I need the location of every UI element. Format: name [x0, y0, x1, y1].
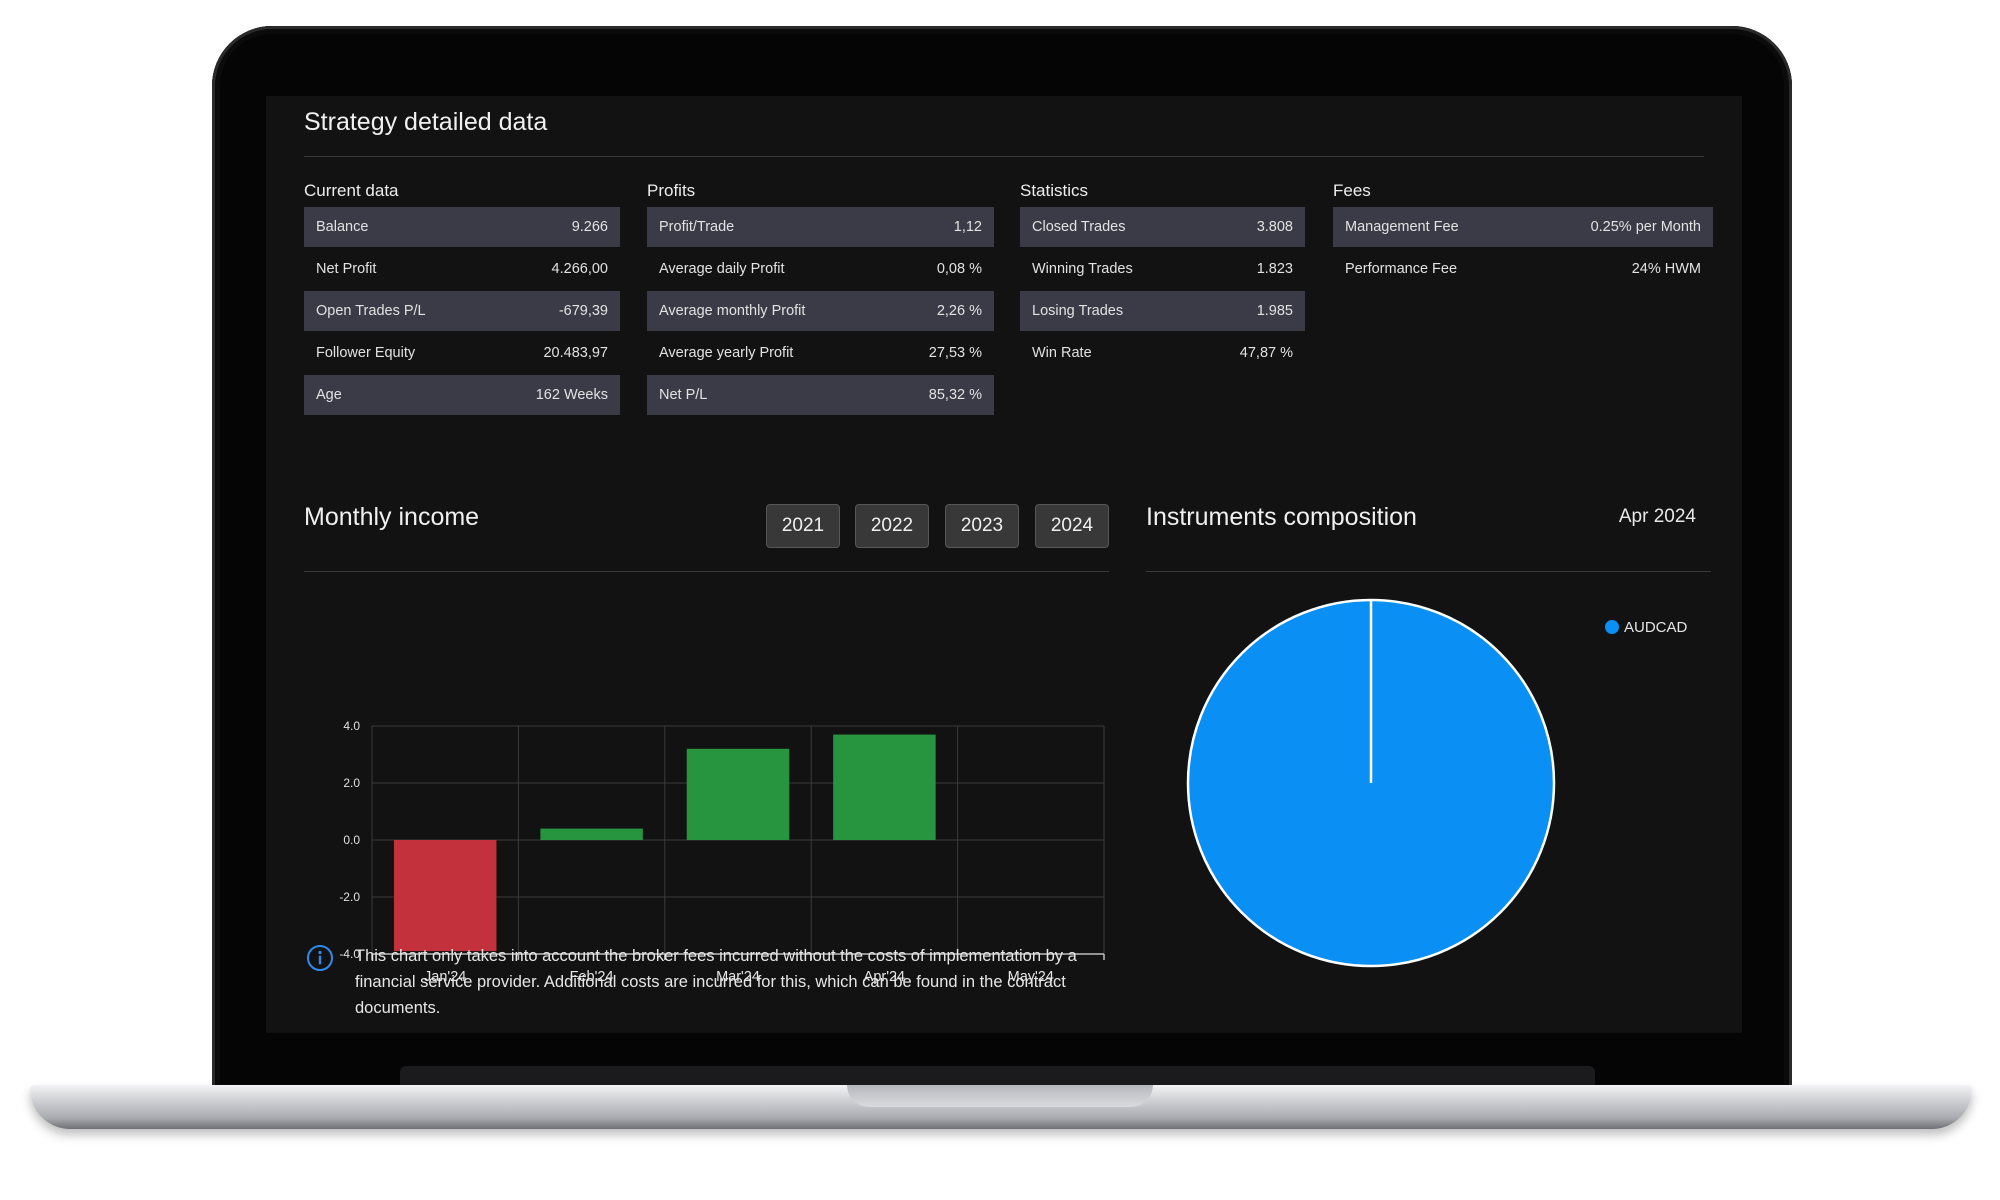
- row-label: Losing Trades: [1032, 303, 1124, 319]
- table-row: Net P/L 85,32 %: [647, 375, 994, 415]
- row-label: Net Profit: [316, 261, 377, 277]
- table-row: Net Profit 4.266,00: [304, 249, 620, 289]
- row-value: 20.483,97: [543, 345, 608, 361]
- year-button-2022[interactable]: 2022: [855, 504, 929, 548]
- monthly-income-title: Monthly income: [304, 503, 480, 531]
- row-label: Open Trades P/L: [316, 303, 426, 319]
- row-label: Management Fee: [1345, 219, 1459, 235]
- row-value: 9.266: [571, 219, 608, 235]
- row-value: 4.266,00: [551, 261, 608, 277]
- x-tick-label: May'24: [1008, 969, 1054, 985]
- y-tick-label: 2.0: [343, 776, 360, 790]
- legend-marker: [1605, 620, 1619, 634]
- table-row: Age 162 Weeks: [304, 375, 620, 415]
- chart-divider: [304, 571, 1109, 572]
- year-button-2024[interactable]: 2024: [1035, 504, 1109, 548]
- page-title: Strategy detailed data: [304, 108, 548, 136]
- table-row: Win Rate 47,87 %: [1020, 333, 1305, 373]
- row-label: Average daily Profit: [659, 261, 785, 277]
- row-value: 1,12: [953, 219, 982, 235]
- row-label: Net P/L: [659, 387, 708, 403]
- table-row: Average yearly Profit 27,53 %: [647, 333, 994, 373]
- section-title-statistics: Statistics: [1020, 181, 1089, 200]
- screen: Strategy detailed data Current data Bala…: [266, 96, 1742, 1033]
- row-label: Closed Trades: [1032, 219, 1126, 235]
- row-value: 2,26 %: [936, 303, 982, 319]
- x-tick-label: Jan'24: [424, 969, 466, 985]
- row-label: Follower Equity: [316, 345, 416, 361]
- row-value: 1.823: [1256, 261, 1293, 277]
- row-value: 47,87 %: [1239, 345, 1293, 361]
- pie-divider: [1146, 571, 1711, 572]
- row-value: 3.808: [1256, 219, 1293, 235]
- bar-mar24: [686, 748, 790, 840]
- table-row: Balance 9.266: [304, 207, 620, 247]
- row-value: 85,32 %: [928, 387, 982, 403]
- table-row: Follower Equity 20.483,97: [304, 333, 620, 373]
- instruments-title: Instruments composition: [1146, 503, 1417, 531]
- row-label: Performance Fee: [1345, 261, 1458, 277]
- table-row: Open Trades P/L -679,39: [304, 291, 620, 331]
- instruments-pie-chart: AUDCAD: [1186, 598, 1688, 968]
- bar-jan24: [393, 840, 497, 952]
- instruments-date: Apr 2024: [1618, 506, 1696, 527]
- table-row: Closed Trades 3.808: [1020, 207, 1305, 247]
- fees-table: Management Fee 0.25% per Month Performanc…: [1333, 207, 1713, 291]
- info-note: This chart only takes into account the b…: [355, 947, 1077, 1017]
- legend-label: AUDCAD: [1624, 619, 1688, 636]
- row-label: Average yearly Profit: [659, 345, 794, 361]
- monthly-income-chart: 4.0 2.0 0.0 -2.0 -4.0 Jan'24 Feb'24 Mar'24 Apr'2…: [339, 719, 1105, 985]
- table-row: Winning Trades 1.823: [1020, 249, 1305, 289]
- row-value: 24% HWM: [1631, 261, 1701, 277]
- row-label: Average monthly Profit: [659, 303, 806, 319]
- x-tick-label: Feb'24: [570, 969, 614, 985]
- table-row: Average daily Profit 0,08 %: [647, 249, 994, 289]
- x-tick-label: Apr'24: [864, 969, 905, 985]
- row-value: 27,53 %: [928, 345, 982, 361]
- row-value: 0,08 %: [936, 261, 982, 277]
- current-data-table: Balance 9.266 Net Profit 4.266,00 Open Tra…: [304, 207, 620, 417]
- year-button-2021[interactable]: 2021: [766, 504, 840, 548]
- bar-feb24: [540, 828, 643, 840]
- laptop-hinge: [400, 1066, 1595, 1086]
- y-tick-label: -2.0: [339, 890, 360, 904]
- row-label: Profit/Trade: [659, 219, 735, 235]
- y-tick-label: 4.0: [343, 719, 360, 733]
- laptop-notch: [847, 1085, 1153, 1107]
- table-row: Average monthly Profit 2,26 %: [647, 291, 994, 331]
- y-tick-label: -4.0: [339, 947, 360, 961]
- table-row: Management Fee 0.25% per Month: [1333, 207, 1713, 247]
- statistics-table: Closed Trades 3.808 Winning Trades 1.823 L…: [1020, 207, 1305, 375]
- bar-apr24: [833, 734, 936, 840]
- profits-table: Profit/Trade 1,12 Average daily Profit 0,0…: [647, 207, 994, 417]
- row-label: Winning Trades: [1032, 261, 1133, 277]
- info-icon: [307, 945, 333, 971]
- table-row: Losing Trades 1.985: [1020, 291, 1305, 331]
- table-row: Performance Fee 24% HWM: [1333, 249, 1713, 289]
- row-value: -679,39: [558, 303, 608, 319]
- year-button-2023[interactable]: 2023: [945, 504, 1019, 548]
- row-value: 0.25% per Month: [1590, 219, 1701, 235]
- section-title-profits: Profits: [647, 181, 696, 200]
- row-label: Balance: [316, 219, 369, 235]
- row-value: 162 Weeks: [535, 387, 608, 403]
- title-divider: [304, 156, 1704, 157]
- table-row: Profit/Trade 1,12: [647, 207, 994, 247]
- section-title-fees: Fees: [1333, 181, 1371, 200]
- row-label: Win Rate: [1032, 345, 1092, 361]
- x-tick-label: Mar'24: [716, 969, 760, 985]
- y-tick-label: 0.0: [343, 833, 360, 847]
- row-value: 1.985: [1256, 303, 1293, 319]
- row-label: Age: [316, 387, 342, 403]
- section-title-current-data: Current data: [304, 181, 399, 200]
